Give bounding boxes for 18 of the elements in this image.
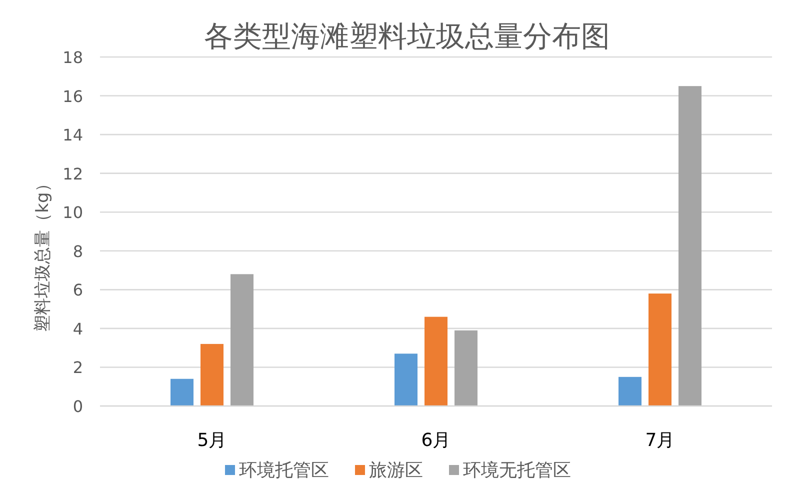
ytick: 4: [72, 319, 83, 338]
xtick: 5月: [197, 430, 227, 451]
legend-label: 环境托管区: [239, 460, 329, 481]
legend-label: 旅游区: [369, 460, 423, 481]
ytick: 0: [72, 397, 83, 416]
ylabel: 塑料垃圾总量（kg）: [33, 175, 53, 332]
legend-label: 环境无托管区: [463, 460, 571, 481]
ytick: 12: [62, 164, 83, 184]
ytick: 14: [62, 126, 83, 145]
ytick: 8: [72, 242, 83, 261]
title: 各类型海滩塑料垃圾总量分布图: [204, 19, 610, 53]
ytick: 10: [62, 203, 83, 222]
ytick: 2: [72, 358, 83, 378]
xtick: 6月: [421, 430, 451, 451]
ytick: 16: [62, 86, 83, 106]
ytick: 18: [62, 48, 83, 67]
ytick: 6: [72, 280, 83, 300]
xtick: 7月: [645, 430, 675, 451]
